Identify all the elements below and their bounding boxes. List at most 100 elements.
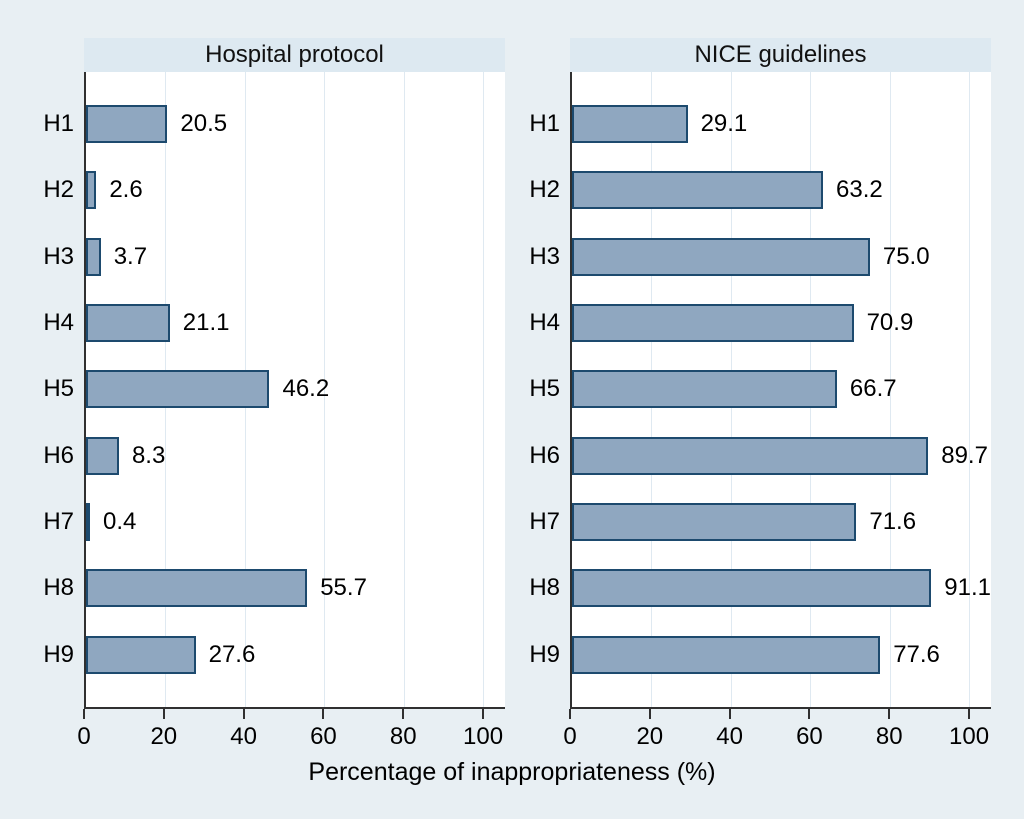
tick-mark bbox=[482, 709, 485, 719]
bar bbox=[86, 635, 196, 674]
bar bbox=[572, 370, 837, 409]
tick-mark bbox=[808, 709, 811, 719]
bar bbox=[572, 635, 881, 674]
plot-area: H1 29.1 H2 63.2 H3 75.0 H4 70.9 H5 66.7 … bbox=[529, 72, 991, 709]
tick-mark bbox=[569, 709, 571, 719]
category-label: H4 bbox=[529, 309, 560, 337]
category-label: H6 bbox=[43, 441, 74, 469]
panel-title: NICE guidelines bbox=[570, 38, 991, 72]
bar bbox=[86, 503, 90, 542]
gridline bbox=[483, 72, 485, 707]
bar-row: H5 66.7 bbox=[529, 356, 991, 422]
tick-label: 20 bbox=[150, 723, 178, 750]
bar bbox=[572, 569, 932, 608]
tick-label: 60 bbox=[796, 723, 823, 750]
tick-mark bbox=[322, 709, 325, 719]
bar bbox=[572, 436, 929, 475]
bar-row: H2 63.2 bbox=[529, 157, 991, 223]
bar-row: H4 70.9 bbox=[529, 290, 991, 356]
bar-row: H7 71.6 bbox=[529, 489, 991, 555]
chart-panel: Hospital protocol H1 20.5 H2 2.6 H3 3.7 … bbox=[43, 38, 505, 761]
bar-row: H1 20.5 bbox=[43, 91, 505, 157]
tick-label: 20 bbox=[636, 723, 664, 750]
plot-area: H1 20.5 H2 2.6 H3 3.7 H4 21.1 H5 46.2 H6… bbox=[43, 72, 505, 709]
value-label: 91.1 bbox=[944, 574, 991, 602]
bar-row: H6 89.7 bbox=[529, 423, 991, 489]
bar bbox=[86, 105, 168, 144]
category-label: H6 bbox=[529, 441, 560, 469]
value-label: 70.9 bbox=[866, 309, 914, 337]
bar-row: H8 91.1 bbox=[529, 555, 991, 621]
value-label: 63.2 bbox=[836, 176, 883, 204]
value-label: 71.6 bbox=[869, 508, 917, 536]
bar bbox=[86, 237, 101, 276]
value-label: 46.2 bbox=[282, 375, 330, 403]
value-label: 27.6 bbox=[208, 640, 256, 668]
category-label: H4 bbox=[43, 309, 74, 337]
bar bbox=[86, 436, 119, 475]
bar-row: H9 77.6 bbox=[529, 622, 991, 688]
value-label: 55.7 bbox=[320, 574, 367, 602]
value-label: 77.6 bbox=[893, 640, 940, 668]
tick-label: 0 bbox=[77, 723, 91, 750]
tick-label: 100 bbox=[463, 723, 504, 750]
tick-mark bbox=[968, 709, 971, 719]
value-label: 0.4 bbox=[103, 508, 137, 536]
tick-label: 0 bbox=[563, 723, 577, 750]
category-label: H3 bbox=[529, 242, 560, 270]
tick-label: 80 bbox=[875, 723, 903, 750]
value-label: 3.7 bbox=[113, 242, 148, 270]
category-label: H1 bbox=[43, 110, 74, 138]
bar bbox=[86, 370, 270, 409]
value-label: 75.0 bbox=[882, 242, 930, 270]
gridline bbox=[969, 72, 971, 707]
bar bbox=[86, 569, 308, 608]
category-label: H9 bbox=[529, 640, 560, 668]
bar bbox=[572, 237, 870, 276]
category-label: H5 bbox=[43, 375, 74, 403]
bar-row: H5 46.2 bbox=[43, 356, 505, 422]
bar-row: H6 8.3 bbox=[43, 423, 505, 489]
category-label: H3 bbox=[43, 242, 74, 270]
category-label: H8 bbox=[529, 574, 560, 602]
bar bbox=[572, 304, 854, 343]
tick-label: 100 bbox=[949, 723, 990, 750]
value-label: 66.7 bbox=[849, 375, 897, 403]
bar-row: H4 21.1 bbox=[43, 290, 505, 356]
bar-row: H9 27.6 bbox=[43, 622, 505, 688]
bar-row: H8 55.7 bbox=[43, 555, 505, 621]
bar-row: H2 2.6 bbox=[43, 157, 505, 223]
bar-row: H3 75.0 bbox=[529, 224, 991, 290]
bar-row: H1 29.1 bbox=[529, 91, 991, 157]
tick-mark bbox=[83, 709, 85, 719]
x-axis: 0 20 40 60 80 100 bbox=[563, 709, 991, 761]
bar bbox=[572, 503, 857, 542]
gridline bbox=[403, 72, 405, 707]
tick-label: 80 bbox=[389, 723, 417, 750]
value-label: 29.1 bbox=[700, 110, 748, 138]
tick-label: 60 bbox=[310, 723, 337, 750]
tick-label: 40 bbox=[716, 723, 743, 750]
x-axis-title: Percentage of inappropriateness (%) bbox=[308, 758, 716, 786]
value-label: 89.7 bbox=[941, 441, 988, 469]
value-label: 20.5 bbox=[180, 110, 228, 138]
tick-label: 40 bbox=[230, 723, 257, 750]
value-label: 21.1 bbox=[182, 309, 230, 337]
tick-mark bbox=[728, 709, 731, 719]
x-axis: 0 20 40 60 80 100 bbox=[77, 709, 505, 761]
bar bbox=[572, 105, 688, 144]
tick-mark bbox=[162, 709, 165, 719]
bar-row: H7 0.4 bbox=[43, 489, 505, 555]
bar bbox=[572, 171, 823, 210]
tick-mark bbox=[402, 709, 405, 719]
gridline bbox=[889, 72, 891, 707]
tick-mark bbox=[888, 709, 891, 719]
panel-title: Hospital protocol bbox=[84, 38, 505, 72]
category-label: H2 bbox=[529, 176, 560, 204]
value-label: 2.6 bbox=[109, 176, 143, 204]
category-label: H7 bbox=[529, 508, 560, 536]
gridline bbox=[324, 72, 326, 707]
bar-row: H3 3.7 bbox=[43, 224, 505, 290]
tick-mark bbox=[242, 709, 245, 719]
